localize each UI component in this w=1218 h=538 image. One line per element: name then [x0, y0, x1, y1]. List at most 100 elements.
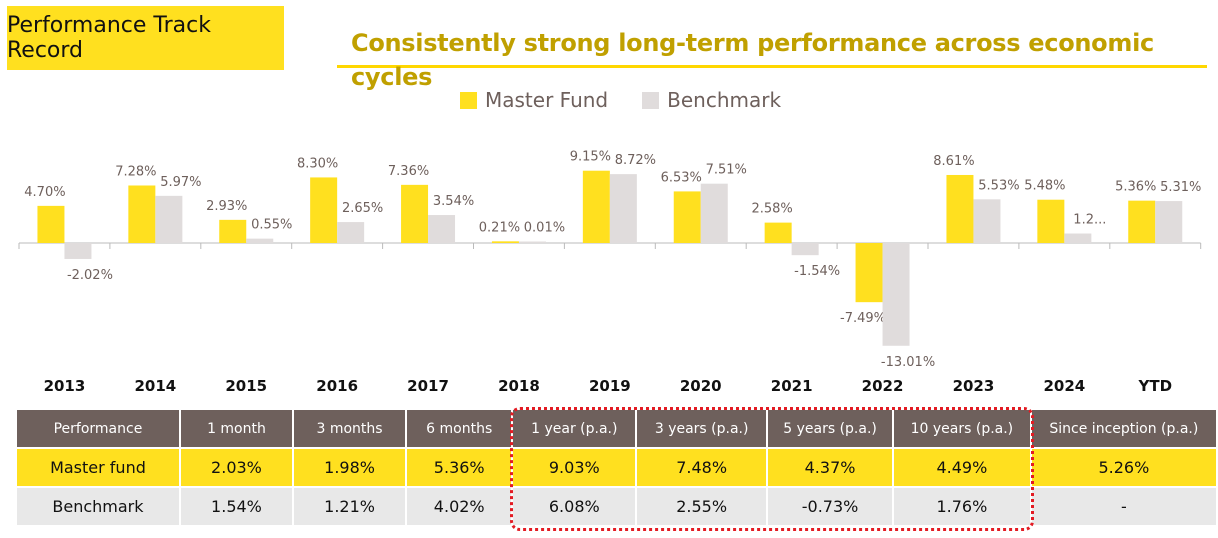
table-cell: 5.36% [405, 447, 514, 488]
table-header-row: Performance 1 month 3 months 6 months 1 year… [15, 408, 1218, 449]
table-cell: Since inception (p.a.) [1029, 408, 1218, 449]
chart-legend: Master Fund Benchmark [460, 88, 781, 112]
master-fund-bar [946, 174, 974, 243]
table-cell: 9.03% [511, 447, 638, 488]
data-label: 0.01% [524, 221, 565, 236]
table-cell: 1.76% [892, 486, 1032, 527]
master-fund-bar [582, 170, 610, 243]
table-cell: 5.26% [1029, 447, 1218, 488]
page-subtitle: Consistently strong long-term performanc… [337, 26, 1207, 91]
table-cell: 4.02% [405, 486, 514, 527]
data-label: 0.21% [479, 220, 520, 235]
table-cell: Benchmark [15, 486, 181, 527]
data-label: 5.36% [1115, 180, 1156, 195]
x-tick-label: 2015 [225, 377, 267, 395]
page-title: Performance Track Record [7, 6, 284, 70]
data-label: 8.61% [933, 154, 974, 169]
table-cell: 2.03% [178, 447, 295, 488]
table-row-master-fund: Master fund 2.03% 1.98% 5.36% 9.03% 7.48% 4.37… [15, 447, 1218, 488]
master-fund-bar [310, 177, 338, 243]
benchmark-bar [882, 243, 910, 346]
data-label: -1.54% [794, 264, 840, 279]
master-fund-bar [37, 205, 65, 243]
legend-benchmark: Benchmark [642, 88, 781, 112]
table-cell: 1.21% [291, 486, 408, 527]
legend-swatch-benchmark [642, 91, 660, 109]
x-tick-label: 2021 [771, 377, 813, 395]
table-cell: 3 years (p.a.) [635, 408, 769, 449]
data-label: 1.2... [1073, 213, 1106, 228]
data-label: -7.49% [840, 311, 886, 326]
x-tick-label: 2020 [680, 377, 722, 395]
legend-label: Master Fund [485, 88, 609, 112]
table-cell: 1 year (p.a.) [511, 408, 638, 449]
data-label: 6.53% [661, 170, 702, 185]
data-label: 2.93% [206, 199, 247, 214]
data-label: 4.70% [24, 185, 65, 200]
benchmark-bar [973, 199, 1001, 243]
data-label: 7.51% [706, 163, 747, 178]
benchmark-bar [1064, 233, 1092, 243]
table-cell: 7.48% [635, 447, 769, 488]
x-tick-label: 2019 [589, 377, 631, 395]
table-cell: 1.98% [291, 447, 408, 488]
data-label: 8.30% [297, 156, 338, 171]
master-fund-bar [855, 243, 883, 303]
x-tick-label: 2022 [862, 377, 904, 395]
benchmark-bar [1155, 201, 1183, 243]
data-label: 2.65% [342, 201, 383, 216]
legend-swatch-master [460, 91, 477, 109]
data-label: 5.97% [160, 175, 201, 190]
x-tick-label: 2024 [1043, 377, 1085, 395]
x-tick-label: 2016 [316, 377, 358, 395]
master-fund-bar [401, 184, 429, 243]
data-label: 5.48% [1024, 179, 1065, 194]
benchmark-bar [428, 215, 456, 243]
data-label: -2.02% [67, 268, 113, 283]
table-cell: 4.49% [892, 447, 1032, 488]
table-cell: 2.55% [635, 486, 769, 527]
master-fund-bar [673, 191, 701, 243]
master-fund-bar [219, 219, 247, 243]
benchmark-bar [155, 195, 183, 243]
table-cell: 5 years (p.a.) [766, 408, 895, 449]
benchmark-bar [609, 174, 637, 243]
master-fund-bar [491, 241, 519, 243]
data-label: 3.54% [433, 194, 474, 209]
x-tick-label: 2017 [407, 377, 449, 395]
benchmark-bar [700, 183, 728, 243]
data-label: 5.53% [978, 178, 1019, 193]
data-label: 9.15% [570, 150, 611, 165]
highlight-box [510, 407, 1034, 531]
data-label: 5.31% [1160, 180, 1201, 195]
bar-chart: 2013 4.70% -2.02% 2014 7.28% 5.97% 2015 2.93% 0.… [18, 150, 1201, 395]
master-fund-bar [1128, 200, 1156, 243]
benchmark-bar [246, 238, 274, 243]
table-cell: 10 years (p.a.) [892, 408, 1032, 449]
benchmark-bar [64, 243, 92, 259]
x-tick-label: 2023 [953, 377, 995, 395]
table-cell: Performance [15, 408, 181, 449]
data-label: 8.72% [615, 153, 656, 168]
benchmark-bar [337, 222, 365, 243]
legend-label: Benchmark [667, 88, 782, 112]
master-fund-bar [1037, 199, 1065, 243]
master-fund-bar [764, 222, 792, 243]
table-cell: - [1029, 486, 1218, 527]
table-cell: 1.54% [178, 486, 295, 527]
legend-master: Master Fund [460, 88, 608, 112]
benchmark-bar [518, 241, 546, 243]
x-tick-label: YTD [1137, 377, 1172, 395]
x-tick-label: 2018 [498, 377, 540, 395]
x-tick-label: 2014 [134, 377, 176, 395]
data-label: 0.55% [251, 218, 292, 233]
benchmark-bar [791, 243, 819, 256]
data-label: -13.01% [881, 355, 935, 370]
data-label: 2.58% [751, 202, 792, 217]
table-cell: 6 months [405, 408, 514, 449]
x-tick-label: 2013 [44, 377, 86, 395]
table-cell: 3 months [291, 408, 408, 449]
table-cell: 6.08% [511, 486, 638, 527]
table-cell: 4.37% [766, 447, 895, 488]
table-cell: Master fund [15, 447, 181, 488]
